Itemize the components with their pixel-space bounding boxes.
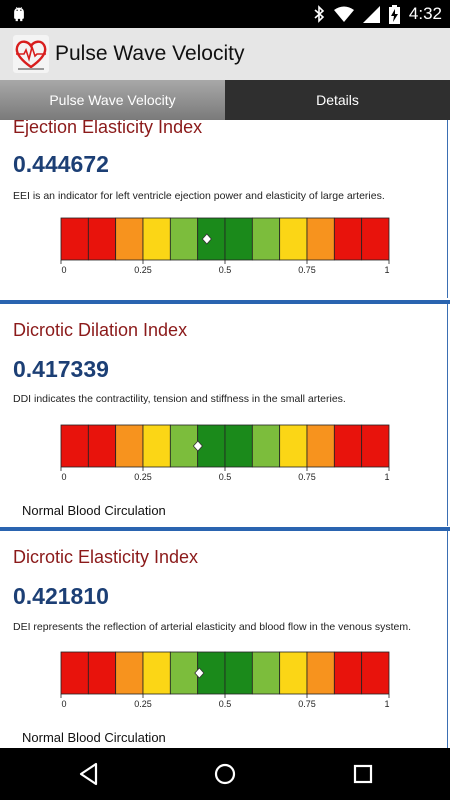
scale-segment <box>142 217 171 261</box>
scale-segment <box>87 424 117 468</box>
scale-segment <box>224 217 253 261</box>
navigation-bar <box>0 748 450 800</box>
status-bar: 4:32 <box>0 0 450 28</box>
home-icon[interactable] <box>212 761 238 787</box>
scale-segment <box>224 424 253 468</box>
scale-segment <box>251 651 281 695</box>
content-scroll[interactable]: Ejection Elasticity Index 0.444672 EEI i… <box>0 120 450 748</box>
scale-segment <box>60 424 89 468</box>
scale-tick-label: 0.5 <box>219 699 232 709</box>
scale-tick-label: 1 <box>384 699 389 709</box>
scale-tick-label: 1 <box>384 472 389 482</box>
card-description: EEI is an indicator for left ventricle e… <box>13 190 385 202</box>
scale-tick-label: 0.5 <box>219 265 232 275</box>
scale-marker <box>201 233 212 245</box>
scale-segment <box>361 424 390 468</box>
scale-segment <box>142 424 171 468</box>
card-dei: Dicrotic Elasticity Index 0.421810 DEI r… <box>0 531 448 748</box>
scale-segment <box>279 424 308 468</box>
scale-chart: 0 0.25 0.5 0.75 1 <box>60 217 390 275</box>
status-time: 4:32 <box>408 4 442 23</box>
battery-charging-icon <box>388 4 400 24</box>
scale-segment <box>251 217 281 261</box>
android-icon <box>14 7 24 22</box>
scale-segment <box>60 217 89 261</box>
scale-segment <box>169 217 199 261</box>
bluetooth-icon <box>314 5 325 23</box>
scale-tick-label: 0 <box>61 699 66 709</box>
index-scale: 0 0.25 0.5 0.75 1 <box>60 424 390 484</box>
scale-segment <box>87 217 117 261</box>
scale-tick-label: 0 <box>61 265 66 275</box>
scale-tick-label: 0.75 <box>298 265 316 275</box>
scale-chart: 0 0.25 0.5 0.75 1 <box>60 651 390 709</box>
scale-segment <box>306 651 335 695</box>
scale-segment <box>87 651 117 695</box>
scale-tick-label: 0.5 <box>219 472 232 482</box>
card-value: 0.421810 <box>13 583 109 609</box>
scale-segment <box>115 651 144 695</box>
scale-tick-label: 0.25 <box>134 699 152 709</box>
scale-segment <box>333 651 363 695</box>
scale-segment <box>361 217 390 261</box>
scale-segment <box>361 651 390 695</box>
scale-segment <box>115 217 144 261</box>
recents-icon[interactable] <box>350 761 376 787</box>
scale-marker <box>192 440 203 452</box>
scale-tick-label: 0.25 <box>134 265 152 275</box>
scale-segment <box>115 424 144 468</box>
back-icon[interactable] <box>76 761 102 787</box>
scale-marker <box>194 667 205 679</box>
app-title: Pulse Wave Velocity <box>55 42 245 65</box>
card-divider <box>0 300 450 304</box>
card-status: Normal Blood Circulation <box>22 730 166 745</box>
card-title: Ejection Elasticity Index <box>13 120 203 137</box>
scale-segment <box>333 424 363 468</box>
scale-segment <box>333 217 363 261</box>
scale-tick-label: 0.25 <box>134 472 152 482</box>
signal-icon <box>362 5 380 23</box>
scale-tick-label: 1 <box>384 265 389 275</box>
heart-pulse-icon <box>13 35 49 73</box>
tab-pulse-wave-velocity[interactable]: Pulse Wave Velocity <box>0 80 225 120</box>
card-title: Dicrotic Dilation Index <box>13 320 188 340</box>
scale-segment <box>60 651 89 695</box>
scale-chart: 0 0.25 0.5 0.75 1 <box>60 424 390 482</box>
scale-tick-label: 0 <box>61 472 66 482</box>
tab-details[interactable]: Details <box>225 80 450 120</box>
scale-segment <box>306 424 335 468</box>
tab-bar: Pulse Wave Velocity Details <box>0 80 450 120</box>
card-value: 0.417339 <box>13 356 109 382</box>
card-description: DEI represents the reflection of arteria… <box>13 621 412 633</box>
card-eei: Ejection Elasticity Index 0.444672 EEI i… <box>0 120 448 298</box>
scale-segment <box>279 217 308 261</box>
scale-segment <box>169 651 199 695</box>
scale-segment <box>279 651 308 695</box>
card-description: DDI indicates the contractility, tension… <box>13 393 346 405</box>
wifi-icon <box>333 6 354 22</box>
scale-tick-label: 0.75 <box>298 699 316 709</box>
card-title: Dicrotic Elasticity Index <box>13 547 199 567</box>
index-scale: 0 0.25 0.5 0.75 1 <box>60 651 390 711</box>
scale-segment <box>306 217 335 261</box>
app-bar: Pulse Wave Velocity <box>0 28 450 80</box>
card-status: Normal Blood Circulation <box>22 503 166 518</box>
index-scale: 0 0.25 0.5 0.75 1 <box>60 217 390 277</box>
scale-segment <box>224 651 253 695</box>
card-divider <box>0 527 450 531</box>
scale-tick-label: 0.75 <box>298 472 316 482</box>
card-ddi: Dicrotic Dilation Index 0.417339 DDI ind… <box>0 304 448 526</box>
scale-segment <box>142 651 171 695</box>
card-value: 0.444672 <box>13 151 109 177</box>
scale-segment <box>251 424 281 468</box>
